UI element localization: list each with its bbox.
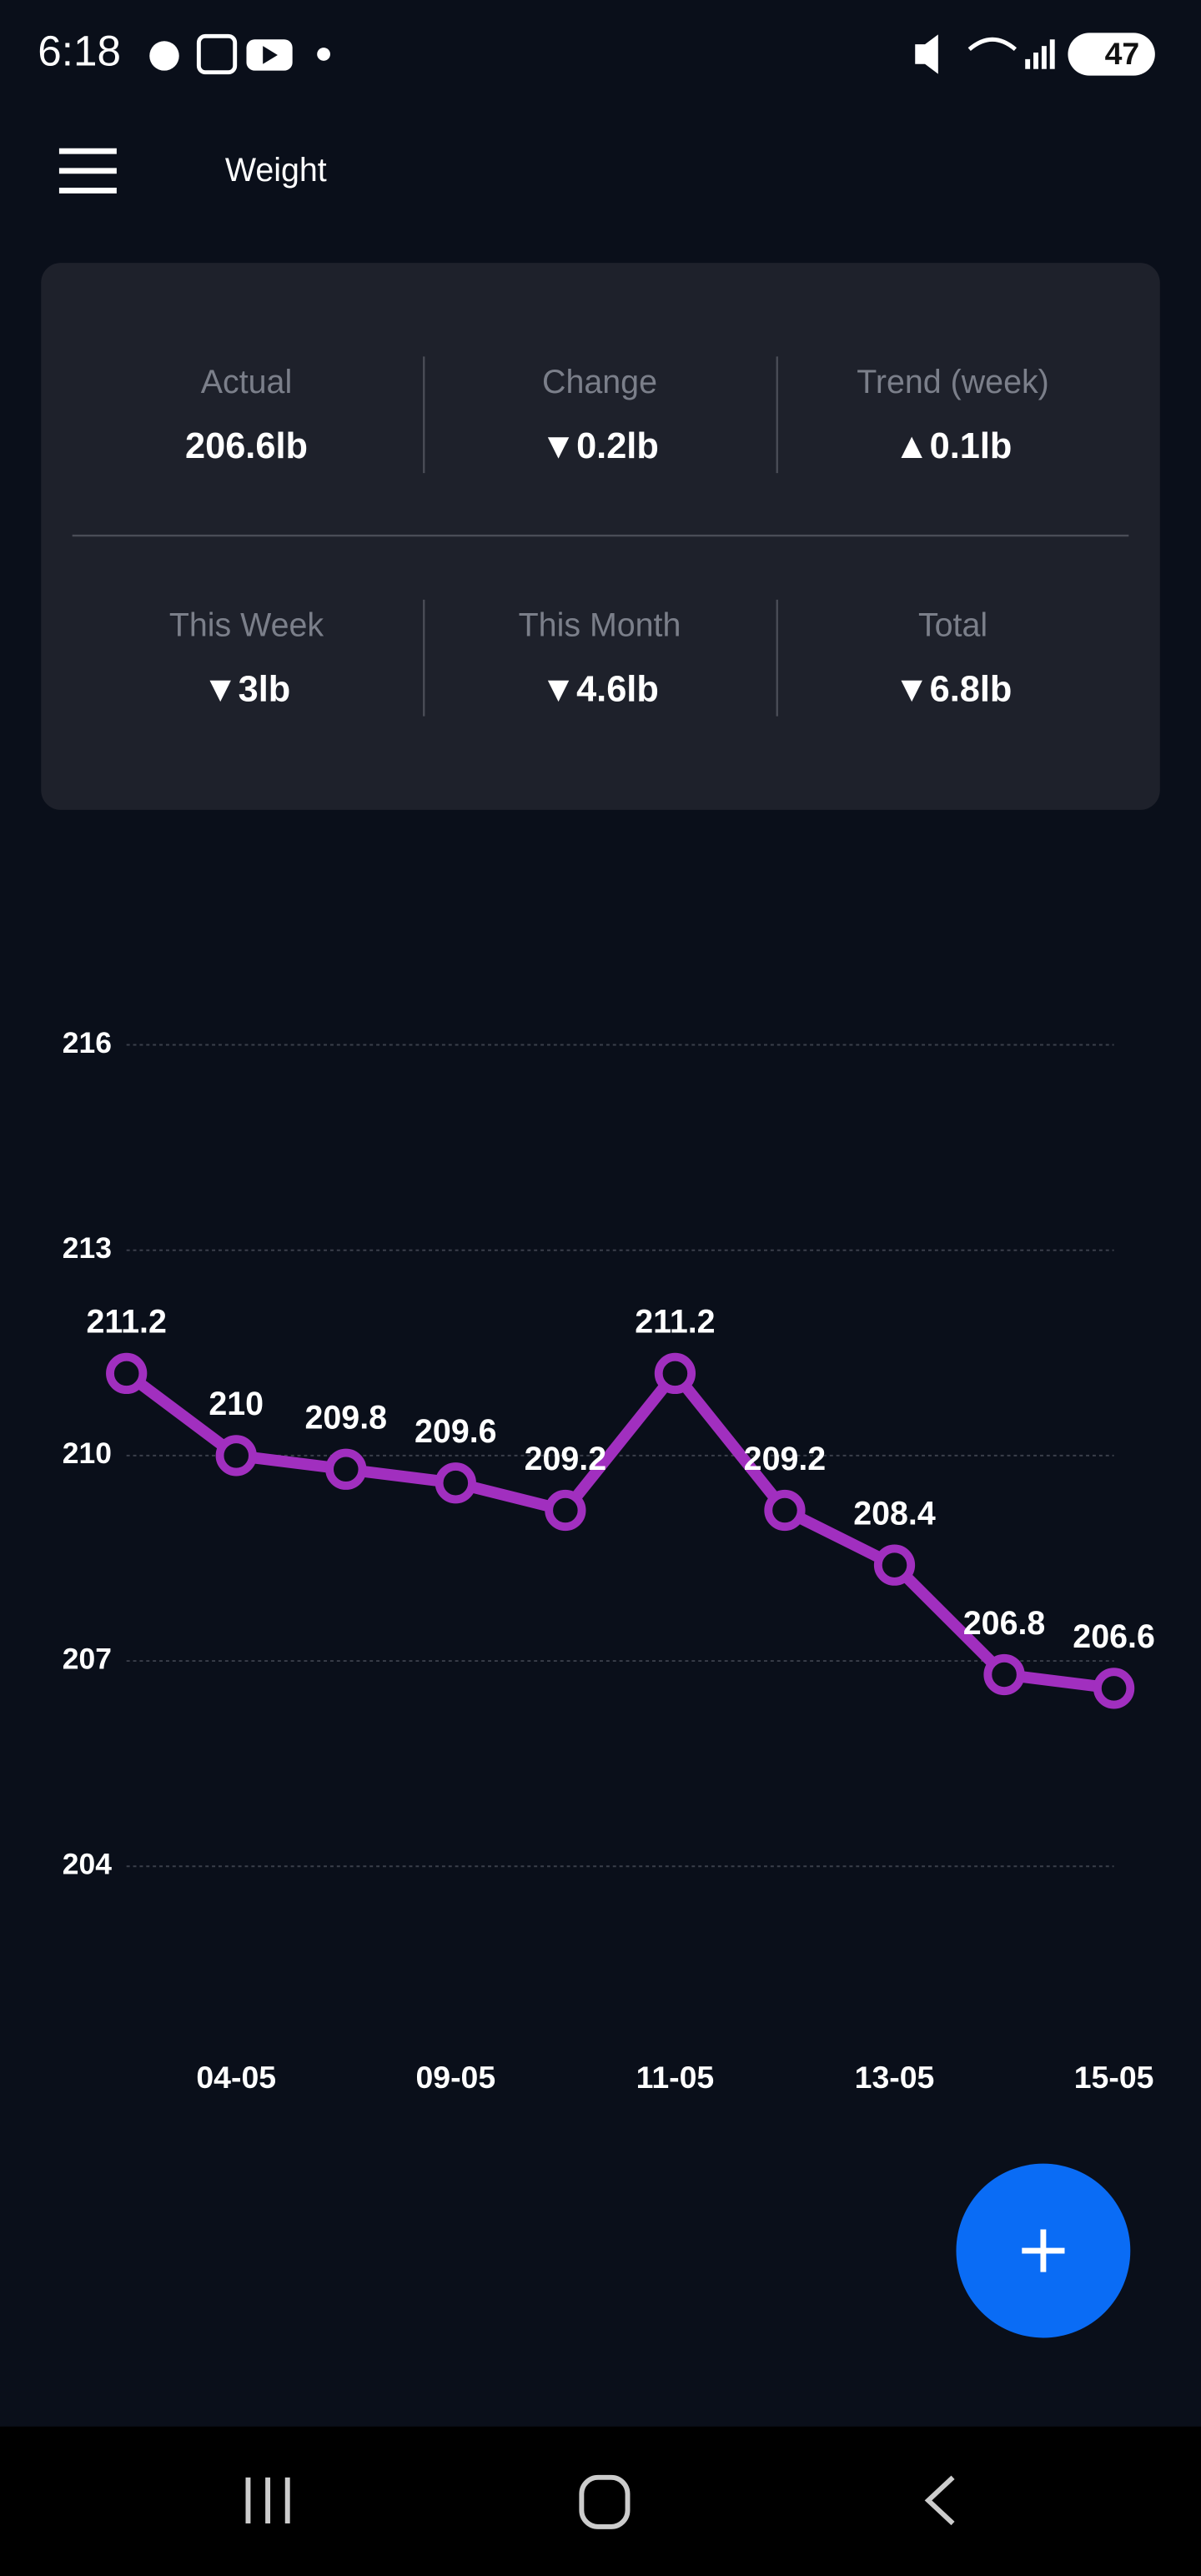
data-label: 211.2 <box>635 1304 715 1341</box>
nav-back[interactable] <box>924 2475 955 2526</box>
x-tick-label: 11-05 <box>636 2060 715 2095</box>
data-point <box>545 1489 586 1532</box>
y-tick-label: 210 <box>63 1436 112 1470</box>
status-icons <box>149 33 1155 76</box>
stat-value: ▲0.1lb <box>894 426 1013 466</box>
battery-level: 47 <box>1105 36 1140 71</box>
stat-label: Actual <box>201 364 292 400</box>
stat-value: ▼4.6lb <box>540 670 659 710</box>
add-button[interactable] <box>956 2163 1131 2338</box>
stat-label: Trend (week) <box>857 364 1049 400</box>
data-label: 208.4 <box>853 1495 936 1532</box>
data-label: 206.8 <box>963 1605 1046 1642</box>
stat-value: ▼6.8lb <box>894 670 1013 710</box>
y-tick-label: 204 <box>63 1848 112 1881</box>
data-point <box>983 1653 1025 1696</box>
card-dividers <box>72 356 1129 717</box>
data-point <box>325 1448 367 1490</box>
x-tick-label: 13-05 <box>855 2060 935 2095</box>
data-point <box>435 1462 476 1504</box>
data-point <box>764 1489 806 1532</box>
data-label: 211.2 <box>86 1304 166 1341</box>
stat-label: Change <box>542 364 657 400</box>
stat-label: This Month <box>519 607 681 644</box>
stat-value: ▼3lb <box>203 670 291 710</box>
x-tick-label: 04-05 <box>196 2060 276 2095</box>
y-tick-label: 207 <box>63 1642 112 1675</box>
x-tick-label: 15-05 <box>1074 2060 1154 2095</box>
nav-bar <box>0 2426 1201 2576</box>
data-label: 209.6 <box>415 1413 497 1450</box>
data-label: 209.8 <box>304 1400 387 1436</box>
data-point <box>873 1544 916 1586</box>
data-label: 210 <box>209 1386 264 1422</box>
data-point <box>654 1352 696 1395</box>
nav-home[interactable] <box>579 2474 631 2529</box>
stat-label: This Week <box>169 607 324 644</box>
y-tick-label: 216 <box>63 1026 112 1059</box>
data-point <box>1093 1668 1135 1709</box>
data-line <box>120 1367 1120 1694</box>
data-label: 209.2 <box>744 1441 827 1477</box>
data-point <box>106 1352 148 1395</box>
status-time: 6:18 <box>38 28 121 75</box>
nav-recents[interactable] <box>245 2477 290 2523</box>
stat-label: Total <box>918 607 987 644</box>
x-tick-label: 09-05 <box>415 2060 495 2095</box>
header-title: Weight <box>225 152 327 189</box>
data-point <box>215 1435 257 1477</box>
menu-button[interactable] <box>58 148 117 194</box>
data-label: 209.2 <box>525 1441 607 1477</box>
stat-value: ▼0.2lb <box>540 426 659 466</box>
data-label: 206.6 <box>1073 1618 1155 1655</box>
y-tick-label: 213 <box>63 1231 112 1265</box>
stat-value: 206.6lb <box>185 426 308 466</box>
